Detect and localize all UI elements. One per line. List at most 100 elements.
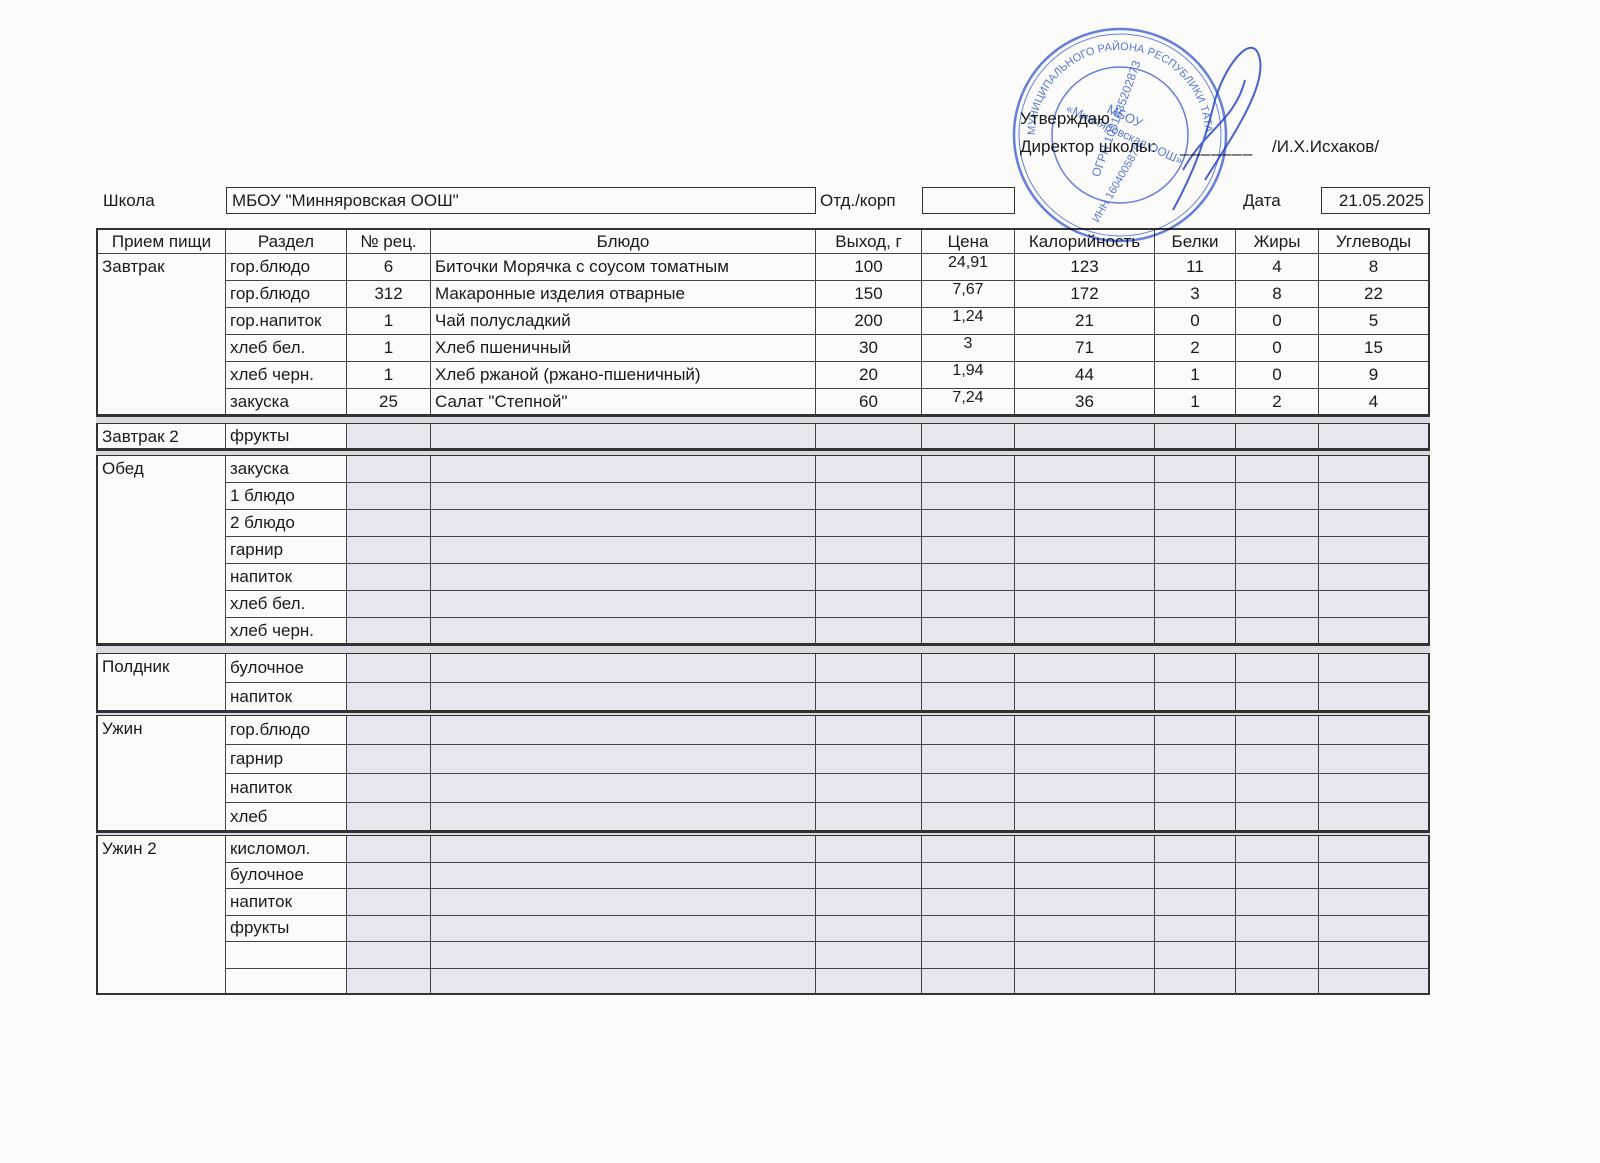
data-cell: [1155, 537, 1236, 564]
section-cell: напиток: [226, 564, 347, 591]
data-cell: [922, 654, 1015, 683]
data-cell: [1319, 564, 1430, 591]
section-cell: напиток: [226, 889, 347, 916]
data-cell: [816, 564, 922, 591]
section-cell: хлеб: [226, 803, 347, 832]
data-cell: [431, 564, 816, 591]
data-cell: [1015, 456, 1155, 483]
data-cell: [1015, 564, 1155, 591]
data-cell: [1236, 774, 1319, 803]
data-cell: [1155, 803, 1236, 832]
data-cell: [347, 683, 431, 712]
section-cell: [226, 942, 347, 969]
data-cell: [922, 510, 1015, 537]
signature: [1172, 46, 1262, 211]
data-cell: 3: [1155, 281, 1236, 308]
data-cell: 1: [347, 308, 431, 335]
data-cell: [1319, 591, 1430, 618]
dept-label: Отд./корп: [820, 191, 896, 210]
stamp-outer-inner: [1018, 33, 1222, 237]
data-cell: [1236, 915, 1319, 942]
data-cell: [1319, 862, 1430, 889]
data-cell: 172: [1015, 281, 1155, 308]
data-cell: Макаронные изделия отварные: [431, 281, 816, 308]
data-cell: [431, 716, 816, 745]
meal-cell: Завтрак: [96, 254, 226, 416]
date-field: 21.05.2025: [1321, 187, 1430, 214]
data-cell: 0: [1236, 308, 1319, 335]
section-cell: 2 блюдо: [226, 510, 347, 537]
data-cell: 24,91: [922, 254, 1015, 281]
data-cell: [1015, 510, 1155, 537]
approval-name: /И.Х.Исхаков/: [1272, 137, 1380, 156]
section-cell: гарнир: [226, 745, 347, 774]
meal-cell: Ужин 2: [96, 836, 226, 995]
data-cell: [431, 968, 816, 995]
data-cell: [1015, 774, 1155, 803]
data-cell: [816, 968, 922, 995]
data-cell: [1155, 942, 1236, 969]
data-cell: [431, 915, 816, 942]
data-cell: [1155, 968, 1236, 995]
data-cell: [1015, 683, 1155, 712]
data-cell: [1155, 424, 1236, 450]
data-cell: [1236, 836, 1319, 863]
data-cell: [1319, 745, 1430, 774]
data-cell: [1236, 862, 1319, 889]
data-cell: [922, 803, 1015, 832]
data-cell: [1319, 510, 1430, 537]
section-cell: булочное: [226, 654, 347, 683]
section-cell: хлеб черн.: [226, 362, 347, 389]
column-header: Цена: [922, 228, 1015, 254]
column-header: Углеводы: [1319, 228, 1430, 254]
meal-cell: Полдник: [96, 654, 226, 712]
data-cell: 30: [816, 335, 922, 362]
data-cell: [1236, 483, 1319, 510]
data-cell: 11: [1155, 254, 1236, 281]
data-cell: [347, 836, 431, 863]
stamp-inner: [1051, 66, 1189, 204]
data-cell: [1236, 968, 1319, 995]
data-cell: [1319, 618, 1430, 645]
data-cell: [347, 745, 431, 774]
data-cell: [1236, 510, 1319, 537]
data-cell: [1155, 483, 1236, 510]
data-cell: 123: [1015, 254, 1155, 281]
data-cell: [1015, 915, 1155, 942]
dept-field: [922, 187, 1015, 214]
meal-cell: Обед: [96, 456, 226, 645]
data-cell: [816, 424, 922, 450]
data-cell: [1015, 483, 1155, 510]
data-cell: 71: [1015, 335, 1155, 362]
data-cell: [922, 862, 1015, 889]
data-cell: 5: [1319, 308, 1430, 335]
data-cell: [1319, 683, 1430, 712]
column-header: № рец.: [347, 228, 431, 254]
data-cell: [431, 942, 816, 969]
section-cell: закуска: [226, 456, 347, 483]
data-cell: [1015, 591, 1155, 618]
data-cell: 0: [1155, 308, 1236, 335]
data-cell: [1155, 716, 1236, 745]
data-cell: [1236, 618, 1319, 645]
data-cell: 100: [816, 254, 922, 281]
data-cell: [347, 716, 431, 745]
data-cell: 44: [1015, 362, 1155, 389]
data-cell: [1155, 510, 1236, 537]
section-cell: [226, 968, 347, 995]
data-cell: 0: [1236, 362, 1319, 389]
data-cell: [816, 803, 922, 832]
data-cell: [922, 591, 1015, 618]
data-cell: [816, 889, 922, 916]
section-cell: гарнир: [226, 537, 347, 564]
data-cell: 1: [347, 335, 431, 362]
data-cell: [1015, 745, 1155, 774]
data-cell: 1,94: [922, 362, 1015, 389]
data-cell: [922, 537, 1015, 564]
meal-cell: Ужин: [96, 716, 226, 832]
data-cell: [1236, 591, 1319, 618]
data-cell: Хлеб пшеничный: [431, 335, 816, 362]
column-header: Раздел: [226, 228, 347, 254]
signature-line: _______: [1180, 137, 1254, 156]
